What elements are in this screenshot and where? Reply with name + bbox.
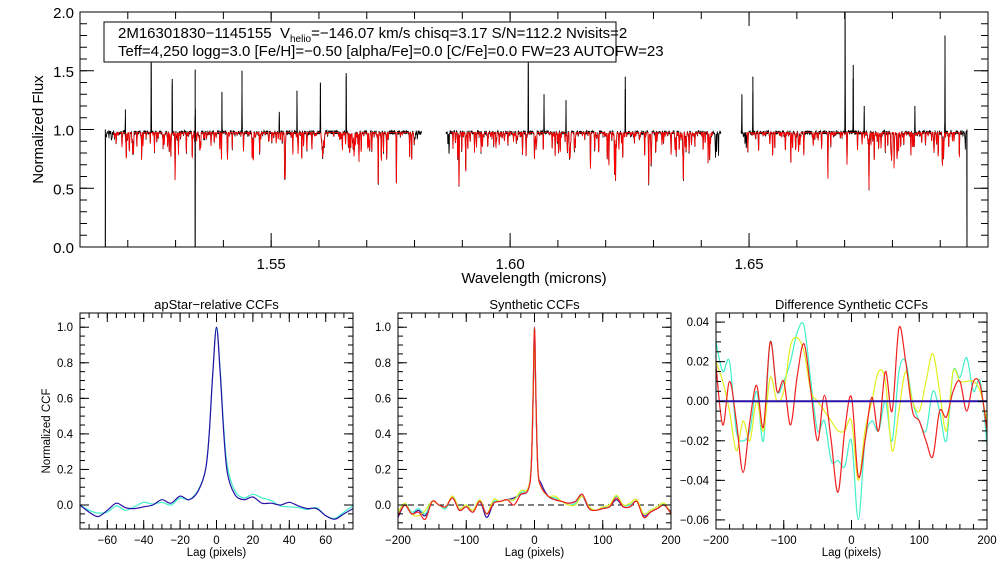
apstar-ccf-panel: −60 −40 −20 0 20 40 60 0.0 0.2 0.4 0.6 0.8 1.0 apStar… bbox=[41, 297, 354, 559]
x-axis-label: Lag (pixels) bbox=[822, 547, 882, 559]
y-tick-label: 0.8 bbox=[375, 358, 391, 370]
ccf-lines bbox=[716, 322, 987, 521]
y-tick-label: 0.0 bbox=[53, 240, 74, 257]
plot-frame bbox=[397, 312, 672, 530]
x-tick-label: 200 bbox=[661, 535, 680, 547]
x-tick-label: −60 bbox=[98, 535, 118, 547]
y-tick-label: 0.4 bbox=[57, 429, 74, 441]
x-tick-label: −100 bbox=[453, 535, 479, 547]
y-tick-label: 1.0 bbox=[57, 322, 73, 334]
x-tick-label: 0 bbox=[531, 535, 537, 547]
y-tick-label: 0.2 bbox=[375, 464, 391, 476]
y-tick-label: 0.8 bbox=[57, 358, 73, 370]
x-tick-label: −40 bbox=[134, 535, 154, 547]
ccf-line-visit-2 bbox=[80, 326, 353, 520]
x-tick-label: −100 bbox=[771, 535, 797, 547]
ccf-line-cyan bbox=[716, 322, 987, 521]
x-tick-label: 200 bbox=[977, 535, 996, 547]
panel-title: Synthetic CCFs bbox=[489, 297, 580, 312]
ccf-line-cyan bbox=[398, 326, 671, 515]
y-tick-label: 0.2 bbox=[57, 464, 73, 476]
x-tick-label: 100 bbox=[910, 535, 929, 547]
x-tick-label: 1.60 bbox=[496, 256, 525, 273]
y-tick-label: 1.0 bbox=[375, 322, 391, 334]
y-axis-label: Normalized Flux bbox=[30, 75, 47, 184]
y-tick-label: 0.00 bbox=[687, 396, 709, 408]
x-tick-label: 0 bbox=[213, 535, 219, 547]
model-spectrum-line bbox=[746, 131, 962, 190]
ccf-line-red bbox=[716, 325, 987, 493]
model-spectrum-line bbox=[113, 131, 415, 184]
synthetic-ccf-panel: −200 −100 0 100 200 0.0 0.2 0.4 0.6 0.8 1.0 Synthet… bbox=[375, 297, 681, 559]
y-tick-label: 0.04 bbox=[687, 317, 710, 329]
y-tick-label: 1.5 bbox=[53, 64, 74, 81]
x-tick-label: 100 bbox=[593, 535, 612, 547]
y-tick-label: 0.0 bbox=[57, 500, 73, 512]
x-tick-label: 1.65 bbox=[734, 256, 763, 273]
spectrum-lines bbox=[104, 12, 968, 247]
plot-frame bbox=[79, 11, 989, 248]
x-tick-label: 1.55 bbox=[257, 256, 286, 273]
x-tick-label: −20 bbox=[170, 535, 190, 547]
ccf-line-visit-1 bbox=[80, 326, 353, 520]
plot-frame bbox=[715, 312, 988, 530]
observed-spectrum-line bbox=[104, 63, 422, 247]
ccf-lines bbox=[80, 326, 353, 520]
info-line-2: Teff=4,250 logg=3.0 [Fe/H]=−0.50 [alpha/… bbox=[118, 43, 664, 60]
ccf-line-yellow bbox=[716, 336, 987, 481]
y-tick-label: 0.4 bbox=[375, 429, 392, 441]
difference-ccf-panel: −200 −100 0 100 200 −0.06 −0.04 −0.02 0.00 0.02 0.… bbox=[680, 297, 997, 559]
ccf-lines bbox=[398, 326, 671, 521]
y-tick-label: 0.5 bbox=[53, 181, 74, 198]
x-tick-label: 0 bbox=[848, 535, 854, 547]
y-tick-label: 0.6 bbox=[57, 393, 73, 405]
info-box: 2M16301830−1145155 Vhelio=−146.07 km/s c… bbox=[103, 21, 664, 63]
x-axis-label: Lag (pixels) bbox=[505, 547, 565, 559]
ccf-line-yellow bbox=[398, 330, 671, 517]
y-tick-label: −0.02 bbox=[680, 436, 709, 448]
x-axis-label: Lag (pixels) bbox=[187, 547, 247, 559]
y-tick-label: 0.0 bbox=[375, 500, 391, 512]
y-axis-label: Normalized CCF bbox=[41, 389, 53, 474]
panel-title: Difference Synthetic CCFs bbox=[775, 297, 928, 312]
x-tick-label: −200 bbox=[385, 535, 411, 547]
x-tick-label: 60 bbox=[319, 535, 332, 547]
x-tick-label: 40 bbox=[283, 535, 296, 547]
y-tick-label: 1.0 bbox=[53, 123, 74, 140]
observed-spectrum-line bbox=[445, 63, 722, 187]
plot-frame bbox=[79, 312, 354, 530]
panel-title: apStar−relative CCFs bbox=[154, 297, 279, 312]
y-tick-label: −0.06 bbox=[680, 515, 709, 527]
y-tick-label: 0.6 bbox=[375, 393, 391, 405]
observed-spectrum-line bbox=[740, 15, 968, 247]
ccf-line-blue bbox=[398, 326, 671, 518]
model-spectrum-line bbox=[450, 131, 714, 186]
ccf-line-red bbox=[398, 326, 671, 521]
info-line-1: 2M16301830−1145155 Vhelio=−146.07 km/s c… bbox=[118, 25, 627, 45]
x-tick-label: −200 bbox=[703, 535, 729, 547]
y-tick-label: 2.0 bbox=[53, 5, 74, 22]
x-axis-label: Wavelength (microns) bbox=[461, 270, 606, 287]
x-tick-label: 20 bbox=[247, 535, 260, 547]
y-tick-label: 0.02 bbox=[687, 357, 709, 369]
spectrum-panel: 1.55 1.60 1.65 0.0 0.5 1.0 1.5 2.0 Wavelength (m… bbox=[30, 5, 989, 287]
y-tick-label: −0.04 bbox=[680, 475, 710, 487]
